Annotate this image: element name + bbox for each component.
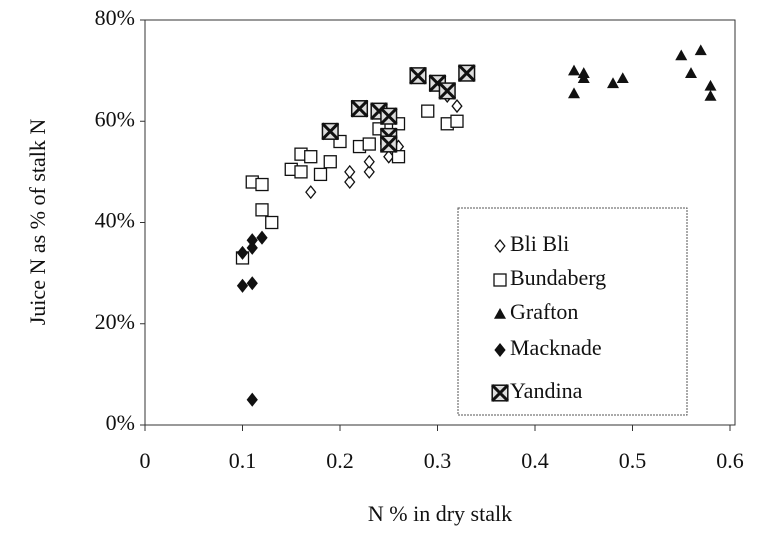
point [236, 278, 249, 293]
point [350, 99, 369, 118]
point [255, 177, 269, 192]
point [457, 64, 476, 83]
point [451, 99, 463, 114]
legend-label: Yandina [510, 378, 583, 403]
x-tick-label: 0.1 [229, 448, 257, 473]
x-tick-label: 0.5 [619, 448, 647, 473]
x-tick-label: 0.4 [521, 448, 549, 473]
legend-marker [491, 384, 509, 402]
point [313, 167, 328, 182]
y-tick-label: 60% [95, 106, 135, 131]
legend-label: Bli Bli [510, 231, 569, 256]
legend-label: Bundaberg [510, 265, 606, 290]
point [246, 240, 258, 255]
x-tick-label: 0.6 [716, 448, 744, 473]
point [704, 79, 717, 91]
point [265, 215, 279, 230]
point [363, 164, 375, 179]
x-tick-label: 0.2 [326, 448, 354, 473]
point [577, 72, 590, 84]
point [685, 67, 697, 78]
point [421, 104, 435, 118]
point [246, 392, 258, 407]
point [409, 66, 427, 85]
y-axis-label: Juice N as % of stalk N [25, 119, 50, 326]
y-tick-label: 40% [95, 208, 135, 233]
legend-marker [494, 308, 506, 319]
point [379, 135, 398, 153]
point [675, 49, 688, 61]
point [256, 230, 268, 245]
x-axis-label: N % in dry stalk [368, 501, 512, 526]
y-tick-label: 80% [95, 5, 135, 30]
legend-marker [494, 342, 506, 358]
point [236, 245, 249, 260]
point [344, 164, 356, 179]
x-tick-label: 0 [140, 448, 151, 473]
point [305, 185, 317, 200]
legend-box [457, 207, 688, 416]
y-tick-label: 0% [106, 410, 135, 435]
point [362, 137, 376, 151]
point [246, 276, 258, 291]
point [568, 64, 580, 76]
point [391, 150, 406, 164]
point [450, 114, 464, 128]
legend-label: Macknade [510, 335, 602, 360]
legend-label: Grafton [510, 299, 578, 324]
legend-marker [494, 238, 506, 254]
point [694, 44, 707, 56]
point [607, 77, 619, 89]
point [321, 122, 340, 141]
point [344, 174, 356, 190]
point [323, 155, 337, 169]
point [363, 154, 375, 169]
point [438, 82, 457, 100]
point [704, 89, 717, 101]
point [304, 150, 318, 164]
point [294, 165, 308, 179]
point [255, 203, 269, 217]
x-tick-label: 0.3 [424, 448, 452, 473]
legend-marker [493, 273, 507, 287]
point [379, 107, 398, 126]
point [568, 87, 580, 99]
point [616, 72, 629, 84]
y-tick-label: 20% [95, 309, 135, 334]
